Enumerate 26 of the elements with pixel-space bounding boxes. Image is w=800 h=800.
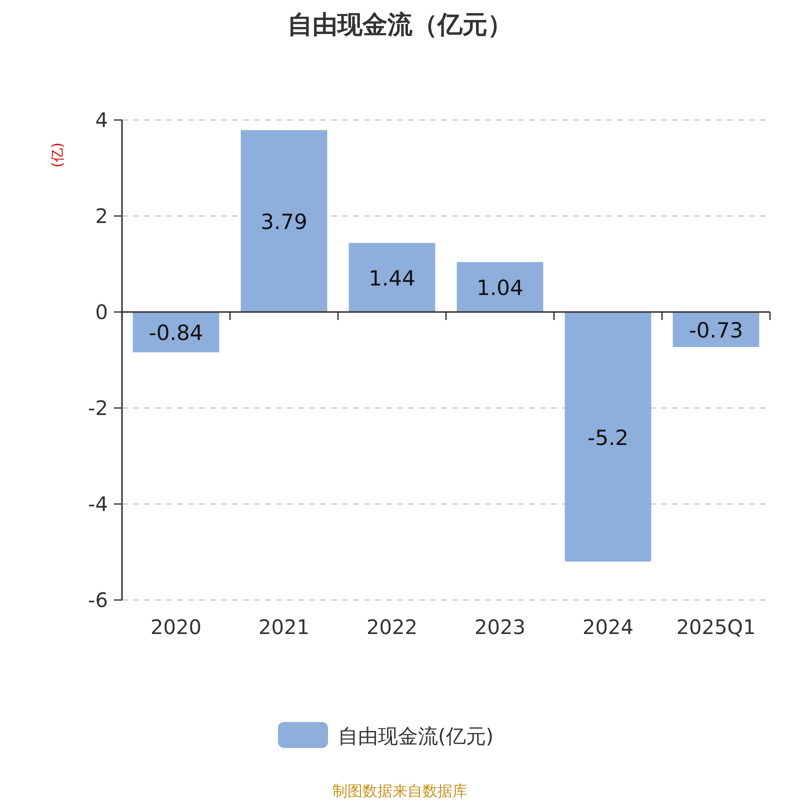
y-tick-label: 2 <box>95 204 108 228</box>
x-tick-label: 2023 <box>474 615 526 639</box>
chart-title: 自由现金流（亿元） <box>288 10 512 39</box>
y-tick-label: -4 <box>88 492 108 516</box>
y-tick-label: -6 <box>88 588 108 612</box>
x-tick-label: 2022 <box>366 615 418 639</box>
data-label: 1.04 <box>476 276 524 300</box>
data-label: -0.73 <box>688 318 744 343</box>
legend-label: 自由现金流(亿元) <box>338 724 494 748</box>
bar <box>348 242 436 312</box>
y-axis-title: (亿) <box>50 142 66 168</box>
data-label: -0.84 <box>148 321 204 346</box>
text: 制图数据来自数据库 <box>332 782 468 800</box>
data-label: 1.44 <box>368 266 416 290</box>
x-tick-label: 2024 <box>582 615 634 639</box>
x-tick-label: 2021 <box>258 615 310 639</box>
bar <box>456 262 544 312</box>
bar <box>240 130 328 312</box>
x-tick-label: 2020 <box>150 615 202 639</box>
x-tick-label: 2025Q1 <box>676 615 756 639</box>
data-label: 3.79 <box>260 210 308 234</box>
bar <box>564 312 652 562</box>
y-tick-label: -2 <box>88 396 108 420</box>
y-tick-label: 4 <box>95 108 108 132</box>
y-tick-label: 0 <box>95 300 108 324</box>
data-label: -5.2 <box>588 426 628 450</box>
